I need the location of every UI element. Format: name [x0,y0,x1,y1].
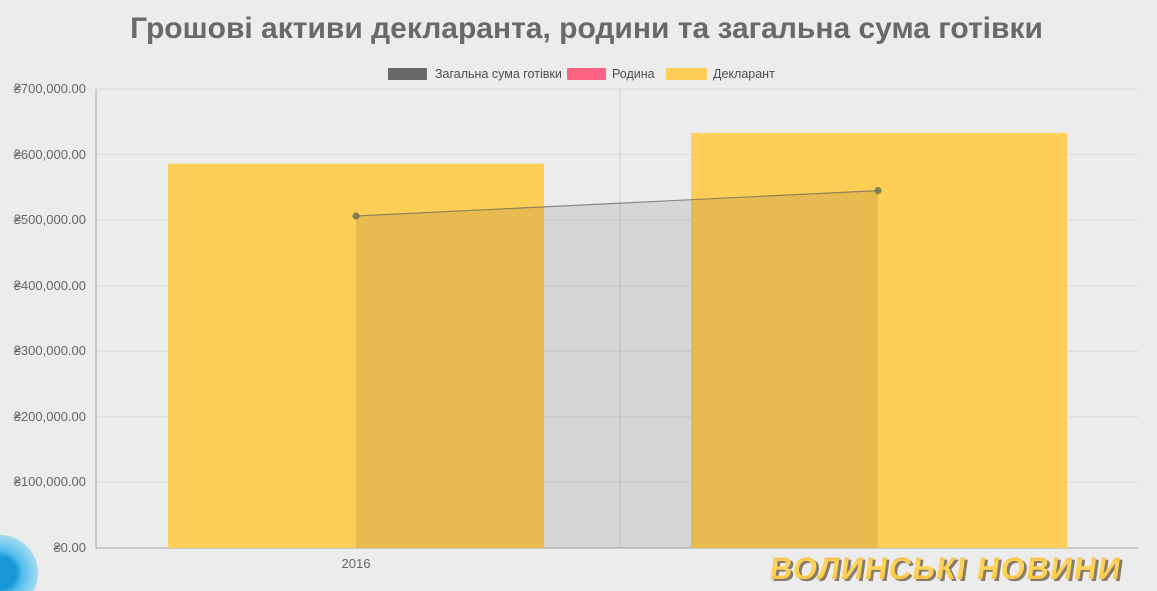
svg-text:ВОЛИНСЬКІ НОВИНИ: ВОЛИНСЬКІ НОВИНИ [770,551,1124,586]
